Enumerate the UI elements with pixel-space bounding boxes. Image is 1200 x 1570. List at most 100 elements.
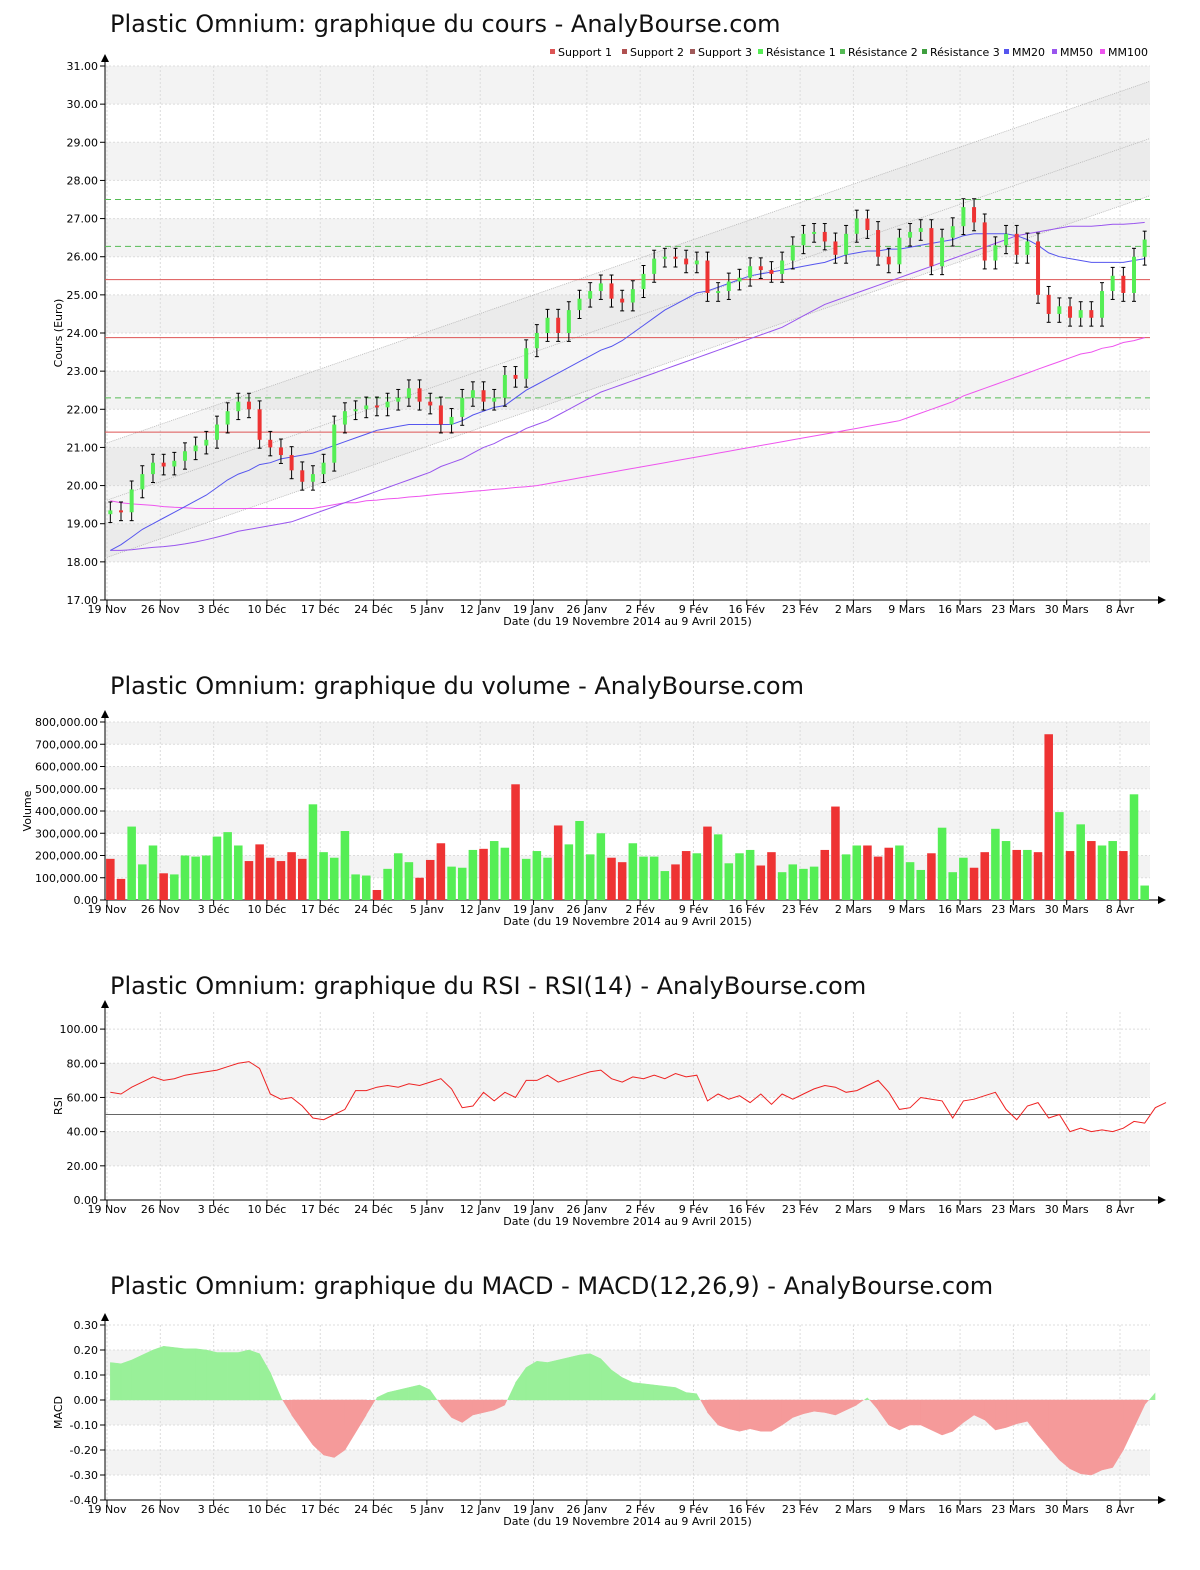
price-xtick-label: 26 Nov (141, 603, 180, 616)
rsi-band (105, 1063, 1150, 1098)
price-y-axis-label: Cours (Euro) (52, 299, 65, 368)
volume-bar (287, 852, 296, 900)
macd-positive-area (174, 1347, 186, 1401)
rsi-x-axis-label: Date (du 19 Novembre 2014 au 9 Avril 201… (503, 1215, 752, 1228)
volume-bar (1119, 851, 1128, 900)
volume-bar (575, 821, 584, 900)
volume-bar (212, 836, 222, 900)
price-ytick-label: 18.00 (67, 556, 99, 569)
rsi-ytick-label: 60.00 (67, 1091, 99, 1104)
macd-negative-area (1037, 1399, 1049, 1449)
volume-ytick-label: 700,000.00 (35, 738, 98, 751)
volume-bar (436, 843, 446, 900)
price-xtick-label: 19 Janv (513, 603, 554, 616)
candle-body (673, 256, 678, 259)
macd-negative-area (931, 1399, 943, 1436)
rsi-y-axis-label: RSI (52, 1097, 65, 1115)
candle-body (1121, 275, 1126, 293)
price-xtick-label: 24 Déc (354, 603, 393, 616)
macd-xtick-label: 19 Janv (513, 1503, 554, 1516)
volume-xtick-label: 9 Fév (679, 903, 709, 916)
candle-body (150, 462, 155, 475)
mm100-line (110, 337, 1145, 509)
volume-xtick-label: 19 Nov (88, 903, 127, 916)
volume-bar (671, 864, 680, 900)
candle-body (780, 260, 785, 274)
price-xtick-label: 16 Fév (729, 603, 766, 616)
volume-xtick-label: 9 Mars (888, 903, 925, 916)
macd-negative-area (437, 1400, 441, 1405)
candle-body (1132, 256, 1137, 293)
macd-negative-area (824, 1399, 836, 1416)
volume-bar (500, 847, 510, 900)
candle-body (961, 207, 966, 227)
volume-bar (244, 861, 254, 900)
volume-bar (713, 834, 723, 900)
volume-bar (234, 845, 243, 900)
macd-negative-area (1080, 1399, 1092, 1476)
candle-body (1078, 310, 1083, 318)
volume-bar (1012, 849, 1021, 900)
macd-positive-area (120, 1359, 132, 1401)
candle-body (801, 233, 806, 246)
macd-negative-area (344, 1399, 356, 1451)
macd-x-arrow (1158, 1496, 1166, 1504)
candle-body (1142, 239, 1147, 257)
candle-body (470, 390, 475, 398)
macd-negative-area (739, 1399, 751, 1432)
macd-positive-area (387, 1389, 399, 1401)
rsi-chart-title: Plastic Omnium: graphique du RSI - RSI(1… (110, 972, 867, 1000)
volume-ytick-label: 200,000.00 (35, 850, 98, 863)
price-band (105, 66, 1150, 105)
price-xtick-label: 9 Fév (679, 603, 709, 616)
legend-swatch (1004, 49, 1009, 54)
macd-positive-area (589, 1353, 602, 1401)
rsi-band (105, 1131, 1150, 1166)
candle-body (769, 270, 774, 274)
volume-bar (617, 862, 627, 900)
price-band (105, 294, 1150, 333)
volume-xtick-label: 2 Fév (625, 903, 655, 916)
volume-bar (724, 863, 734, 900)
candle-body (1110, 275, 1115, 292)
candle-body (502, 374, 507, 398)
macd-positive-area (195, 1348, 207, 1401)
price-xtick-label: 12 Janv (460, 603, 501, 616)
volume-bar (116, 878, 126, 900)
candle-body (246, 401, 251, 410)
volume-bar (276, 861, 286, 900)
price-xtick-label: 30 Mars (1045, 603, 1089, 616)
macd-negative-area (856, 1400, 864, 1405)
macd-negative-area (771, 1399, 783, 1432)
macd-chart: -0.40 -0.30 -0.20 -0.10 0.00 0.10 0.20 0.30 19 N… (52, 1313, 1166, 1528)
rsi-ytick-label: 40.00 (67, 1126, 99, 1139)
macd-positive-area (557, 1357, 570, 1401)
candle-body (364, 405, 369, 410)
volume-bar (681, 851, 691, 900)
candle-body (897, 237, 902, 265)
volume-bar (447, 866, 456, 900)
legend-label: Support 2 (630, 46, 684, 59)
volume-bar (543, 857, 552, 900)
macd-negative-area (728, 1399, 740, 1432)
volume-xtick-label: 5 Janv (410, 903, 444, 916)
price-x-arrow (1158, 596, 1166, 604)
price-xtick-label: 19 Nov (88, 603, 127, 616)
macd-xtick-label: 2 Fév (625, 1503, 655, 1516)
candle-body (993, 245, 998, 261)
volume-bar (905, 862, 915, 900)
rsi-chart: 0.00 20.00 40.00 60.00 80.00 100.00 19 Nov 26 N… (52, 1000, 1167, 1228)
candle-body (908, 231, 913, 238)
macd-ytick-label: -0.40 (70, 1494, 98, 1507)
candle-body (492, 397, 497, 402)
volume-bar (735, 853, 744, 900)
macd-negative-area (366, 1400, 376, 1415)
candle-body (236, 401, 241, 412)
macd-negative-area (888, 1399, 900, 1431)
volume-bar (873, 856, 883, 900)
macd-negative-area (1091, 1399, 1103, 1476)
macd-xtick-label: 8 Avr (1106, 1503, 1135, 1516)
macd-negative-area (749, 1399, 762, 1432)
volume-bar (831, 806, 840, 900)
macd-ytick-label: 0.00 (74, 1394, 99, 1407)
